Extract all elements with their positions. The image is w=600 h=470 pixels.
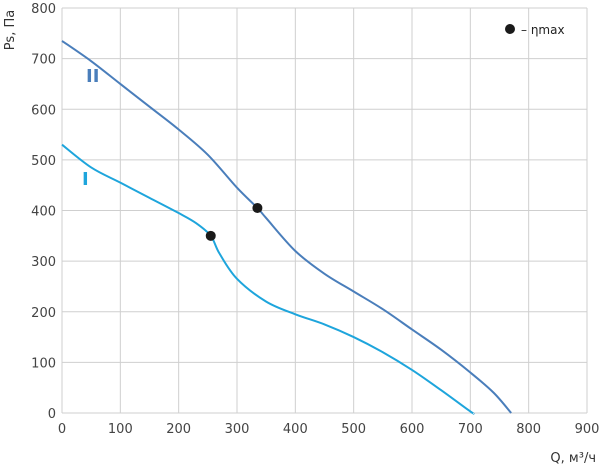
series-labels: III xyxy=(82,66,99,190)
y-tick-label: 300 xyxy=(31,255,56,270)
x-tick-label: 500 xyxy=(341,422,366,437)
x-tick-label: 200 xyxy=(166,422,191,437)
legend-marker xyxy=(505,24,515,34)
x-tick-label: 0 xyxy=(58,422,66,437)
x-tick-label: 100 xyxy=(108,422,133,437)
y-tick-label: 0 xyxy=(48,407,56,422)
series-label-I: I xyxy=(82,169,89,190)
series-lines xyxy=(61,40,512,415)
y-tick-label: 700 xyxy=(31,53,56,68)
y-tick-labels: 0 100 200 300 400 500 600 700 800 xyxy=(31,2,56,422)
max-efficiency-point-II xyxy=(252,202,263,213)
x-tick-label: 900 xyxy=(575,422,600,437)
y-tick-label: 500 xyxy=(31,154,56,169)
y-tick-label: 800 xyxy=(31,2,56,17)
series-line-I xyxy=(61,143,475,415)
x-tick-labels: 0 100 200 300 400 500 600 700 800 900 xyxy=(58,422,600,437)
max-efficiency-points xyxy=(205,202,263,241)
y-tick-label: 400 xyxy=(31,205,56,220)
x-tick-label: 400 xyxy=(283,422,308,437)
grid xyxy=(61,7,588,414)
x-tick-label: 800 xyxy=(516,422,541,437)
y-tick-label: 600 xyxy=(31,103,56,118)
y-tick-label: 100 xyxy=(31,356,56,371)
series-label-II: II xyxy=(86,66,99,87)
y-tick-label: 200 xyxy=(31,306,56,321)
series-line-II xyxy=(61,40,512,414)
x-tick-label: 700 xyxy=(458,422,483,437)
max-efficiency-point-I xyxy=(205,230,216,241)
legend: – ηmax xyxy=(505,23,565,37)
y-axis-title: Ps, Па xyxy=(3,10,18,50)
x-axis-title: Q, м³/ч xyxy=(550,451,596,466)
legend-label: – ηmax xyxy=(521,23,565,37)
x-tick-label: 300 xyxy=(225,422,250,437)
x-tick-label: 600 xyxy=(400,422,425,437)
